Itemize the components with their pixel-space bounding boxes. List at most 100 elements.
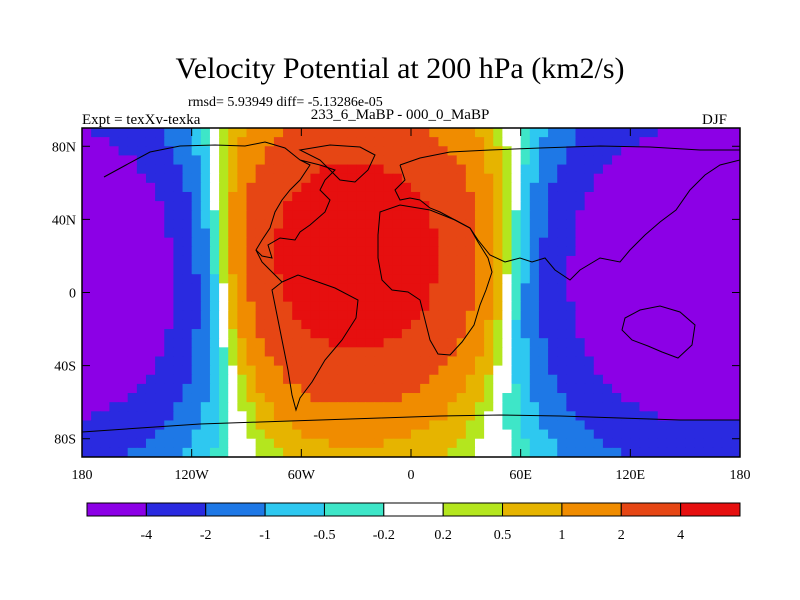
field-cell: [666, 329, 677, 339]
field-cell: [685, 356, 695, 367]
field-cell: [474, 347, 485, 358]
field-cell: [155, 246, 165, 257]
field-cell: [447, 128, 458, 138]
field-cell: [584, 438, 595, 449]
field-cell: [721, 301, 732, 312]
field-cell: [648, 210, 659, 220]
field-cell: [164, 128, 174, 138]
field-cell: [557, 319, 567, 330]
field-cell: [548, 237, 558, 248]
field-cell: [575, 182, 586, 193]
field-cell: [246, 283, 257, 294]
field-cell: [246, 228, 257, 239]
field-cell: [602, 374, 613, 385]
field-cell: [465, 182, 476, 193]
field-cell: [630, 173, 641, 184]
field-cell: [209, 411, 220, 422]
field-cell: [529, 274, 540, 284]
field-cell: [191, 146, 202, 157]
field-cell: [173, 255, 184, 266]
field-cell: [82, 310, 92, 321]
colorbar-label: 4: [677, 528, 684, 543]
field-cell: [703, 374, 714, 385]
field-cell: [310, 447, 321, 457]
field-cell: [155, 210, 165, 220]
field-cell: [484, 402, 494, 412]
field-cell: [118, 155, 129, 166]
field-cell: [182, 429, 193, 440]
field-cell: [712, 292, 723, 303]
field-cell: [593, 402, 604, 412]
field-cell: [648, 365, 659, 376]
field-cell: [566, 292, 577, 303]
field-cell: [520, 393, 531, 403]
field-cell: [529, 201, 540, 211]
field-cell: [264, 393, 275, 403]
field-cell: [730, 237, 740, 248]
field-cell: [118, 237, 129, 248]
coastline-africa: [377, 204, 493, 356]
field-cell: [365, 402, 376, 412]
field-cell: [685, 237, 695, 248]
field-cell: [676, 438, 686, 449]
field-cell: [301, 301, 312, 312]
field-cell: [136, 429, 147, 440]
field-cell: [666, 246, 677, 257]
field-cell: [182, 274, 193, 284]
field-cell: [209, 319, 220, 330]
field-cell: [712, 164, 723, 175]
field-cell: [145, 201, 156, 211]
field-cell: [538, 146, 549, 157]
field-cell: [420, 292, 430, 303]
field-cell: [548, 356, 558, 367]
field-cell: [200, 228, 211, 239]
field-cell: [694, 128, 705, 138]
field-cell: [703, 182, 714, 193]
field-cell: [456, 393, 467, 403]
field-cell: [438, 438, 449, 449]
field-cell: [182, 338, 193, 348]
field-cell: [630, 274, 641, 284]
field-cell: [145, 383, 156, 394]
field-cell: [493, 274, 503, 284]
field-cell: [557, 447, 567, 457]
field-cell: [237, 411, 248, 422]
field-cell: [657, 374, 668, 385]
field-cell: [164, 191, 174, 202]
field-cell: [136, 402, 147, 412]
field-cell: [575, 301, 586, 312]
field-cell: [593, 319, 604, 330]
field-cell: [657, 338, 668, 348]
field-cell: [529, 383, 540, 394]
field-cell: [593, 237, 604, 248]
field-cell: [575, 219, 586, 230]
field-cell: [721, 219, 732, 230]
field-cell: [145, 265, 156, 275]
field-cell: [411, 283, 421, 294]
field-cell: [401, 420, 412, 431]
field-cell: [292, 292, 302, 303]
x-tick-label: 0: [408, 468, 415, 483]
field-cell: [383, 383, 394, 394]
field-cell: [630, 356, 641, 367]
field-cell: [319, 228, 330, 239]
field-cell: [456, 182, 467, 193]
field-cell: [575, 338, 586, 348]
field-cell: [246, 329, 257, 339]
field-cell: [429, 447, 440, 457]
field-cell: [593, 438, 604, 449]
field-cell: [612, 338, 622, 348]
field-cell: [584, 383, 595, 394]
field-cell: [301, 420, 312, 431]
field-cell: [383, 210, 394, 220]
field-cell: [301, 182, 312, 193]
field-cell: [191, 274, 202, 284]
field-cell: [648, 137, 659, 147]
field-cell: [429, 356, 440, 367]
field-cell: [219, 402, 229, 412]
field-cell: [200, 438, 211, 449]
field-cell: [648, 292, 659, 303]
field-cell: [301, 338, 312, 348]
field-cell: [511, 420, 522, 431]
